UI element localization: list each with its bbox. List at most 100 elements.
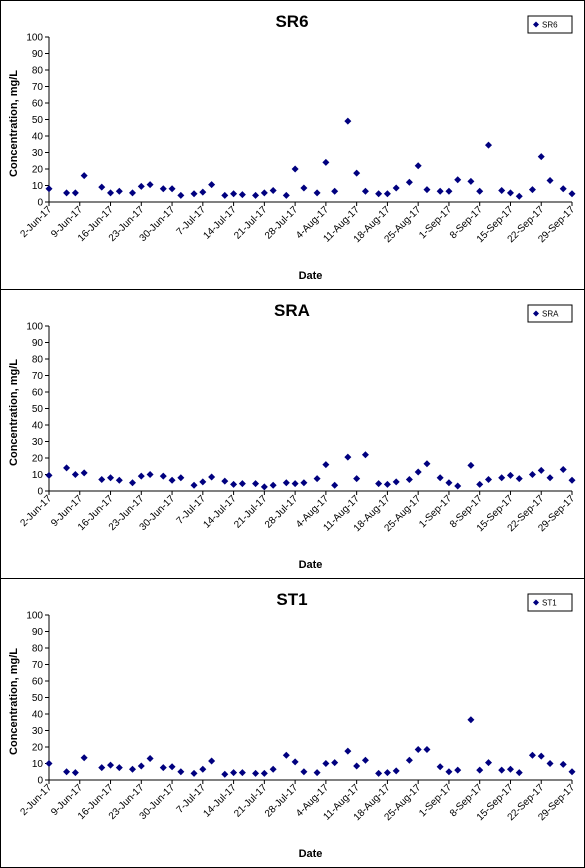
data-point: [252, 769, 260, 777]
data-point: [80, 754, 88, 762]
data-point: [467, 716, 475, 724]
data-point: [559, 185, 567, 193]
data-point: [146, 471, 154, 478]
data-point: [300, 479, 308, 487]
x-tick-label: 2-Jun-17: [18, 782, 54, 818]
x-tick-label: 28-Jul-17: [263, 204, 301, 242]
data-point: [344, 453, 352, 461]
data-point: [476, 187, 484, 195]
data-point: [300, 768, 308, 776]
data-point: [467, 461, 475, 469]
data-point: [199, 765, 207, 773]
data-point: [454, 482, 462, 490]
x-axis-title: Date: [299, 270, 323, 282]
y-axis-title: Concentration, mg/L: [8, 359, 20, 466]
data-point: [221, 191, 229, 199]
data-point: [313, 475, 321, 483]
data-point: [129, 479, 137, 487]
data-point: [129, 189, 137, 197]
data-point: [98, 475, 106, 483]
data-point: [331, 759, 339, 767]
data-point: [445, 768, 453, 776]
data-point: [515, 192, 523, 200]
legend-box: [527, 593, 573, 612]
data-point: [361, 187, 369, 195]
data-point: [528, 186, 536, 194]
x-axis-title: Date: [299, 848, 323, 860]
data-point: [322, 760, 330, 767]
data-point: [190, 190, 198, 198]
data-point: [71, 189, 79, 197]
data-point: [405, 178, 413, 186]
data-point: [115, 764, 123, 772]
chart-panel-sra: SRA SRA 0 10 20 30 40 50 60 70 80 90 100 2-Jun-17 9-Ju…: [0, 289, 585, 579]
y-tick-label: 10: [32, 181, 44, 192]
data-point: [230, 480, 238, 488]
data-point: [300, 184, 308, 192]
data-point: [537, 466, 545, 474]
data-point: [137, 472, 145, 480]
data-point: [498, 766, 506, 774]
data-point: [361, 451, 369, 459]
data-point: [291, 165, 299, 173]
data-point: [436, 187, 444, 195]
y-tick-label: 60: [32, 388, 44, 399]
data-point: [71, 471, 79, 478]
chart-sr6: SR6 SR601020304050607080901002-Jun-179-Ju…: [8, 12, 577, 282]
chart-title: SR6: [275, 12, 308, 31]
y-tick-label: 30: [32, 437, 44, 448]
y-tick-label: 30: [32, 148, 44, 159]
chart-panel-sr6: SR6 SR6 0 10 20 30 40 50 60 70 80 90 100 2-Jun-17 9-Ju…: [0, 0, 585, 290]
legend-box: [527, 304, 573, 323]
data-point: [423, 745, 431, 753]
y-tick-label: 90: [32, 338, 44, 349]
data-point: [230, 190, 238, 198]
x-tick-label: 2-Jun-17: [18, 493, 54, 529]
data-point: [506, 471, 514, 479]
legend-marker: [533, 310, 539, 317]
data-point: [291, 758, 299, 766]
data-point: [190, 769, 198, 777]
y-tick-label: 70: [32, 371, 44, 382]
data-point: [405, 475, 413, 483]
x-tick-label: 2-Jun-17: [18, 204, 54, 240]
data-point: [331, 187, 339, 195]
data-point: [476, 480, 484, 488]
data-point: [137, 182, 145, 190]
data-point: [146, 181, 154, 189]
y-tick-label: 100: [26, 611, 43, 622]
data-point: [392, 767, 400, 775]
data-point: [454, 176, 462, 184]
legend-label: SR6: [542, 21, 558, 30]
data-point: [177, 768, 185, 776]
data-point: [423, 460, 431, 468]
y-tick-label: 40: [32, 132, 44, 143]
data-point: [177, 191, 185, 199]
data-point: [546, 177, 554, 185]
y-tick-label: 60: [32, 677, 44, 688]
y-axis-title: Concentration, mg/L: [8, 70, 20, 177]
y-tick-label: 50: [32, 404, 44, 415]
data-point: [269, 481, 277, 489]
data-point: [423, 186, 431, 194]
data-point: [80, 469, 88, 477]
data-point: [80, 172, 88, 180]
data-point: [45, 471, 53, 479]
data-point: [238, 191, 246, 199]
data-point: [436, 763, 444, 771]
data-point: [414, 468, 422, 476]
data-point: [383, 480, 391, 488]
data-point: [282, 751, 290, 759]
data-point: [361, 756, 369, 764]
data-point: [445, 187, 453, 195]
y-tick-label: 80: [32, 355, 44, 366]
data-point: [45, 185, 53, 193]
y-tick-label: 90: [32, 49, 44, 60]
data-point: [190, 481, 198, 489]
data-point: [568, 190, 576, 198]
y-tick-label: 0: [37, 487, 43, 498]
y-tick-label: 80: [32, 644, 44, 655]
data-point: [353, 169, 361, 177]
data-point: [506, 765, 514, 773]
data-point: [392, 184, 400, 192]
